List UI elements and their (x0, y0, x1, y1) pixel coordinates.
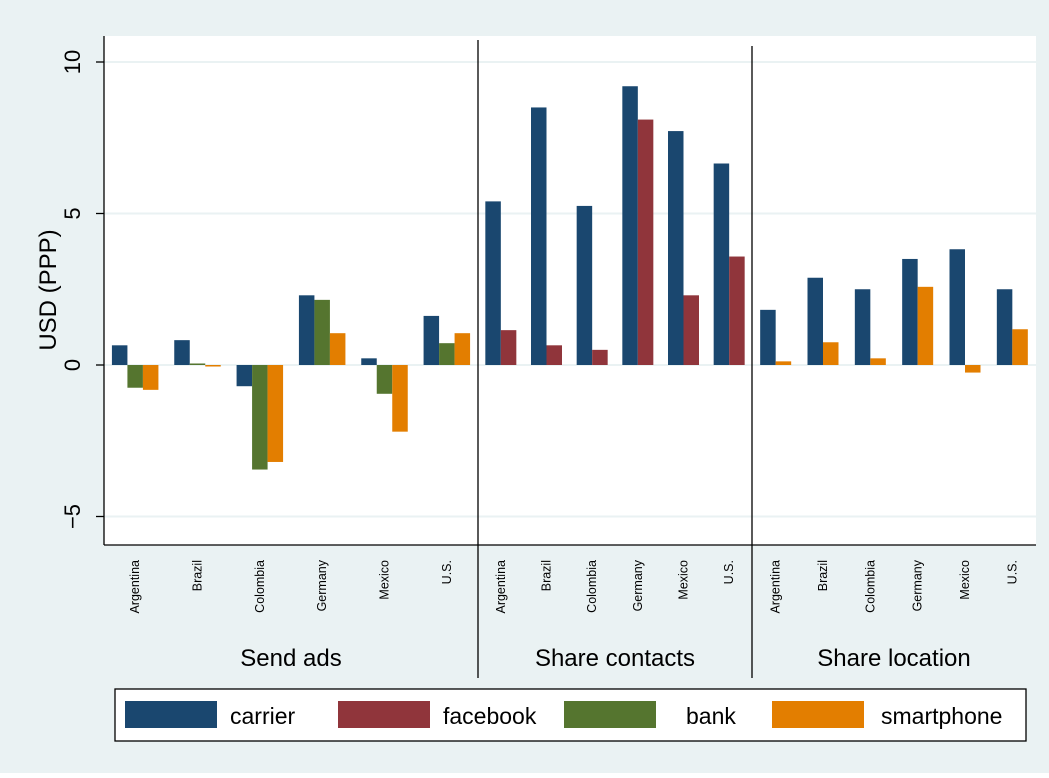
legend-swatch-smartphone (772, 701, 864, 728)
y-tick-label: −5 (60, 504, 85, 529)
legend-swatch-bank (564, 701, 656, 728)
bar-carrier (531, 107, 547, 365)
bar-bank (127, 365, 143, 388)
bar-carrier (298, 295, 315, 365)
bar-carrier (423, 315, 440, 365)
y-tick-label: 5 (60, 207, 85, 219)
category-label: Colombia (585, 560, 599, 613)
bar-bank (376, 365, 393, 394)
bar-carrier (236, 365, 253, 387)
category-label: Brazil (816, 560, 830, 591)
plot-area (104, 36, 1036, 545)
category-label: Brazil (191, 560, 205, 591)
bar-smartphone (1012, 329, 1028, 365)
bar-facebook (729, 256, 745, 365)
bar-carrier (713, 163, 730, 365)
bar-carrier (854, 289, 871, 365)
bar-facebook (592, 349, 608, 365)
bar-carrier (807, 277, 823, 365)
legend-label-bank: bank (686, 703, 736, 729)
bar-smartphone (267, 365, 284, 462)
bar-smartphone (823, 342, 839, 365)
bar-carrier (174, 340, 190, 365)
bar-carrier (996, 289, 1013, 365)
bar-carrier (668, 131, 684, 365)
bar-smartphone (454, 333, 471, 365)
bar-smartphone (392, 365, 408, 432)
category-label: Germany (631, 559, 645, 611)
bar-carrier (111, 345, 128, 365)
y-axis-title: USD (PPP) (35, 229, 62, 350)
category-label: Argentina (769, 560, 783, 614)
panel-title: Send ads (240, 645, 341, 672)
y-tick-label: 10 (60, 50, 85, 74)
panel-title: Share contacts (535, 645, 695, 672)
category-label: Colombia (253, 560, 267, 613)
category-label: Mexico (677, 560, 691, 600)
bar-facebook (500, 330, 517, 365)
category-label: Colombia (863, 560, 877, 613)
legend-swatch-carrier (125, 701, 217, 728)
bar-smartphone (917, 286, 934, 365)
bar-carrier (485, 201, 501, 365)
bar-smartphone (870, 358, 886, 365)
panel-title: Share location (817, 645, 970, 672)
legend-label-facebook: facebook (443, 703, 537, 729)
category-label: U.S. (722, 560, 736, 584)
category-label: U.S. (440, 560, 454, 584)
bar-facebook (683, 295, 699, 365)
legend-label-carrier: carrier (230, 703, 296, 729)
category-label: U.S. (1005, 560, 1019, 584)
category-label: Germany (911, 559, 925, 611)
bar-bank (189, 363, 206, 365)
bar-carrier (949, 249, 965, 365)
bar-bank (314, 299, 330, 365)
bar-bank (252, 365, 268, 470)
bar-smartphone (205, 365, 221, 367)
bar-carrier (622, 86, 638, 366)
bar-carrier (902, 258, 918, 365)
legend-label-smartphone: smartphone (881, 703, 1002, 729)
category-label: Germany (315, 559, 329, 611)
bar-carrier (576, 205, 593, 365)
category-label: Argentina (128, 560, 142, 614)
bar-carrier (361, 358, 377, 365)
bar-smartphone (965, 365, 981, 373)
bar-facebook (637, 119, 654, 365)
category-label: Brazil (540, 560, 554, 591)
bar-smartphone (142, 365, 159, 390)
bar-carrier (760, 309, 776, 365)
bar-bank (439, 343, 455, 365)
bar-facebook (546, 345, 562, 365)
category-label: Mexico (958, 560, 972, 600)
legend-swatch-facebook (338, 701, 430, 728)
y-tick-label: 0 (60, 359, 85, 371)
bar-smartphone (775, 361, 792, 365)
category-label: Mexico (378, 560, 392, 600)
bar-smartphone (329, 333, 346, 365)
category-label: Argentina (494, 560, 508, 614)
